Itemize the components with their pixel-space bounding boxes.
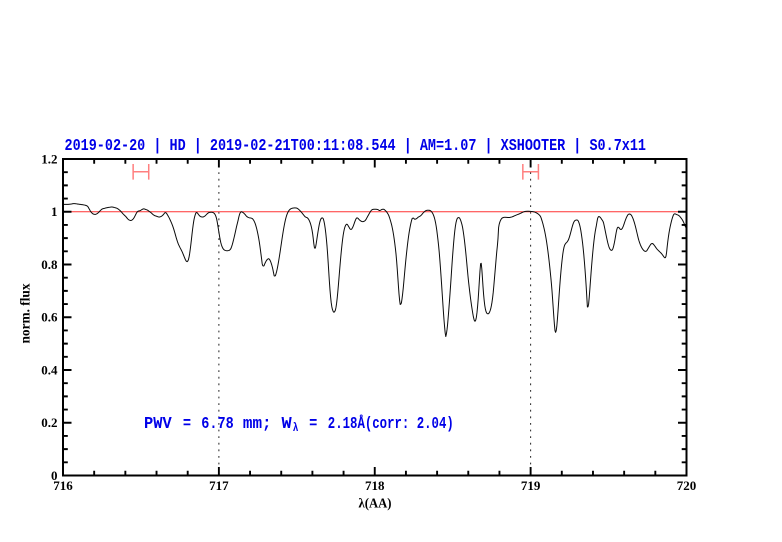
svg-text:=: = bbox=[309, 416, 317, 433]
svg-text:λ(AA): λ(AA) bbox=[359, 496, 392, 511]
svg-text:λ: λ bbox=[293, 422, 299, 435]
svg-text:1: 1 bbox=[51, 204, 58, 219]
svg-text:6.78: 6.78 bbox=[201, 416, 233, 433]
svg-text:2.18Å(corr: 2.04): 2.18Å(corr: 2.04) bbox=[328, 415, 454, 433]
svg-text:PWV: PWV bbox=[144, 416, 172, 433]
svg-text:719: 719 bbox=[521, 478, 541, 493]
svg-text:mm;: mm; bbox=[243, 416, 272, 433]
svg-text:717: 717 bbox=[209, 478, 229, 493]
svg-text:720: 720 bbox=[677, 478, 697, 493]
svg-text:norm. flux: norm. flux bbox=[19, 284, 34, 344]
svg-text:0.6: 0.6 bbox=[41, 310, 58, 325]
svg-text:0.4: 0.4 bbox=[41, 362, 58, 377]
svg-text:=: = bbox=[183, 416, 191, 433]
svg-text:718: 718 bbox=[365, 478, 385, 493]
svg-text:W: W bbox=[282, 416, 292, 433]
svg-text:0: 0 bbox=[51, 468, 58, 483]
svg-text:1.2: 1.2 bbox=[41, 151, 57, 166]
svg-text:0.8: 0.8 bbox=[41, 257, 58, 272]
svg-text:2019-02-20 | HD | 2019-02-21T0: 2019-02-20 | HD | 2019-02-21T00:11:08.54… bbox=[65, 138, 647, 155]
svg-text:716: 716 bbox=[53, 478, 73, 493]
svg-text:0.2: 0.2 bbox=[41, 415, 57, 430]
